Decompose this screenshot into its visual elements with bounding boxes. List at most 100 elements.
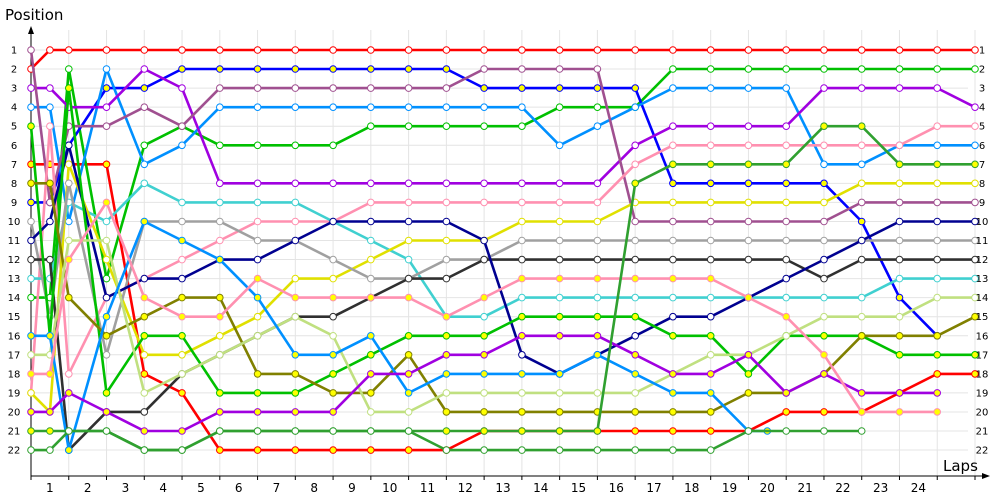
x-axis-title: Laps <box>943 457 978 475</box>
data-point <box>178 274 186 283</box>
x-tick-label: 4 <box>159 481 167 495</box>
data-point <box>291 389 300 397</box>
data-point <box>367 408 375 416</box>
data-point <box>555 408 564 416</box>
data-point <box>555 46 564 54</box>
data-point <box>555 389 564 397</box>
data-point <box>46 370 54 378</box>
data-point <box>329 141 337 150</box>
data-point <box>518 389 526 397</box>
data-point <box>27 84 35 92</box>
data-point <box>518 122 526 130</box>
y-tick-label-right: 22 <box>976 446 989 457</box>
data-point <box>593 84 602 92</box>
data-point <box>744 198 753 207</box>
data-point <box>895 351 904 359</box>
data-point <box>744 65 753 73</box>
data-point <box>27 351 35 359</box>
series-7 <box>27 46 979 226</box>
data-point <box>555 332 564 340</box>
x-tick-label: 20 <box>760 481 775 495</box>
chart-series <box>27 46 979 454</box>
data-point <box>102 293 111 302</box>
data-point <box>857 217 866 226</box>
data-point <box>933 46 942 54</box>
data-point <box>46 332 54 340</box>
data-point <box>178 427 186 435</box>
data-point <box>933 179 942 188</box>
data-point <box>253 312 262 321</box>
y-tick-label: 4 <box>11 103 17 114</box>
y-tick-label-right: 20 <box>976 407 989 418</box>
data-point <box>820 332 828 340</box>
data-point <box>27 103 35 111</box>
data-point <box>216 179 224 188</box>
data-point <box>857 389 866 397</box>
data-point <box>593 351 602 359</box>
data-point <box>631 389 640 397</box>
data-point <box>65 179 73 188</box>
data-point <box>706 160 715 169</box>
data-point <box>631 427 640 435</box>
y-tick-label-right: 6 <box>979 141 985 152</box>
data-point <box>46 122 54 130</box>
data-point <box>178 446 186 454</box>
series-1 <box>27 46 979 73</box>
data-point <box>631 408 640 416</box>
data-point <box>631 274 640 283</box>
data-point <box>933 408 942 416</box>
data-point <box>706 274 715 283</box>
data-point <box>782 236 791 245</box>
data-point <box>442 103 451 111</box>
x-tick-label: 3 <box>122 481 130 495</box>
data-point <box>102 274 111 283</box>
data-point <box>102 408 111 416</box>
data-point <box>971 141 979 150</box>
data-point <box>329 293 337 302</box>
data-point <box>706 389 715 397</box>
data-point <box>971 217 979 226</box>
data-point <box>518 217 526 226</box>
data-point <box>216 46 224 54</box>
data-point <box>367 293 375 302</box>
data-point <box>216 427 224 435</box>
data-point <box>782 179 791 188</box>
data-point <box>65 217 73 226</box>
data-point <box>291 293 300 302</box>
x-tick-labels: 1 2 3 4 5 6 7 8 9 10 11 12 13 14 15 16 17 18 19 20 21 22 23 24 <box>46 481 926 495</box>
data-point <box>65 65 73 73</box>
data-point <box>518 198 526 207</box>
data-point <box>480 255 488 264</box>
data-point <box>593 46 602 54</box>
data-point <box>291 351 300 359</box>
data-point <box>744 217 753 226</box>
data-point <box>820 198 828 207</box>
data-point <box>631 217 640 226</box>
data-point <box>593 389 602 397</box>
data-point <box>329 427 337 435</box>
data-point <box>857 84 866 92</box>
data-point <box>442 198 451 207</box>
data-point <box>631 46 640 54</box>
data-point <box>442 427 451 435</box>
data-point <box>178 255 186 264</box>
data-point <box>404 427 413 435</box>
data-point <box>216 84 224 92</box>
data-point <box>820 84 828 92</box>
data-point <box>669 427 677 435</box>
data-point <box>895 65 904 73</box>
y-tick-label: 12 <box>8 255 21 266</box>
data-point <box>933 370 942 378</box>
data-point <box>216 293 224 302</box>
data-point <box>216 389 224 397</box>
data-point <box>27 389 35 397</box>
data-point <box>46 446 54 454</box>
data-point <box>706 293 715 302</box>
data-point <box>27 179 35 188</box>
data-point <box>744 160 753 169</box>
data-point <box>782 217 791 226</box>
data-point <box>27 293 35 302</box>
data-point <box>291 141 300 150</box>
data-point <box>669 255 677 264</box>
